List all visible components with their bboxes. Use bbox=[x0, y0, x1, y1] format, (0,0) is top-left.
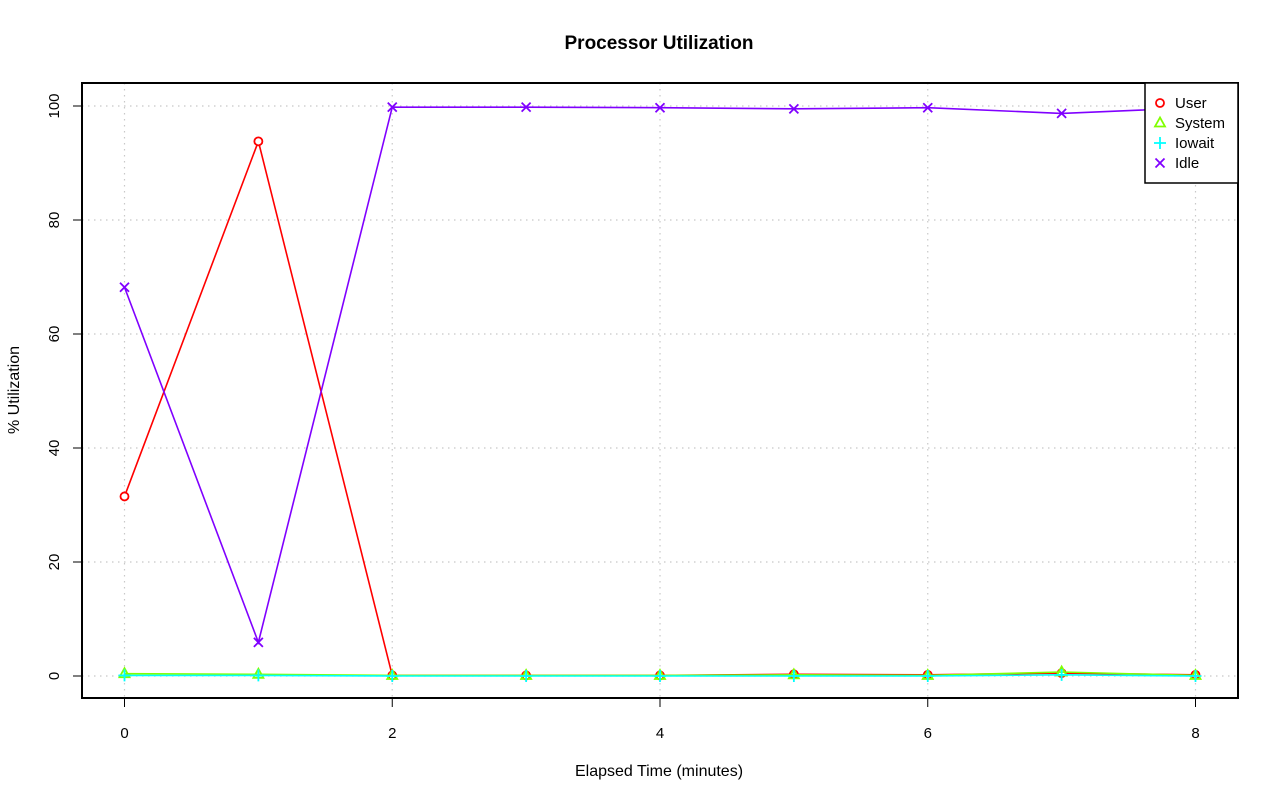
series-idle-point bbox=[922, 102, 933, 113]
x-axis-label: Elapsed Time (minutes) bbox=[575, 763, 743, 780]
x-tick-label: 2 bbox=[388, 725, 396, 742]
series-idle-point bbox=[387, 102, 398, 113]
legend-label-iowait: Iowait bbox=[1175, 135, 1215, 152]
legend-label-user: User bbox=[1175, 95, 1207, 112]
series-idle-point bbox=[788, 103, 800, 114]
legend-label-idle: Idle bbox=[1175, 155, 1199, 172]
y-tick-label: 60 bbox=[46, 326, 63, 343]
series-iowait bbox=[118, 668, 1202, 682]
series-iowait-point bbox=[921, 670, 934, 682]
y-tick-label: 100 bbox=[46, 93, 63, 118]
x-tick-label: 4 bbox=[656, 725, 664, 742]
legend-label-system: System bbox=[1175, 115, 1225, 132]
legend: User System Iowait Idle bbox=[1144, 82, 1239, 184]
series-idle-point bbox=[119, 282, 130, 293]
series-iowait-point bbox=[118, 669, 131, 682]
series-idle-point bbox=[520, 102, 532, 113]
series-iowait-point bbox=[654, 670, 666, 682]
series-idle-point bbox=[253, 637, 264, 648]
plot-frame bbox=[81, 82, 1239, 699]
y-tick-label: 20 bbox=[46, 554, 63, 571]
series-iowait-point bbox=[252, 669, 265, 682]
y-tick-label: 80 bbox=[46, 212, 63, 229]
series-iowait-point bbox=[1055, 668, 1068, 681]
series-iowait-point bbox=[520, 670, 533, 682]
series-user-point bbox=[119, 491, 130, 502]
data-series bbox=[117, 102, 1203, 682]
series-idle-point bbox=[654, 102, 666, 113]
x-tick-label: 6 bbox=[924, 725, 932, 742]
x-tick-label: 0 bbox=[120, 725, 128, 742]
chart-title: Processor Utilization bbox=[565, 33, 754, 54]
series-idle-point bbox=[1056, 108, 1067, 119]
y-axis-label: % Utilization bbox=[6, 346, 23, 434]
series-iowait-point bbox=[787, 670, 800, 682]
legend-marker-system bbox=[1153, 115, 1167, 128]
series-user-point bbox=[253, 136, 264, 147]
series-iowait-point bbox=[386, 670, 399, 682]
y-tick-label: 40 bbox=[46, 440, 63, 457]
series-iowait-point bbox=[1189, 670, 1202, 682]
legend-marker-iowait bbox=[1154, 137, 1166, 149]
x-tick-label: 8 bbox=[1191, 725, 1199, 742]
legend-marker-idle bbox=[1154, 157, 1166, 169]
y-tick-label: 0 bbox=[46, 672, 63, 680]
legend-marker-user bbox=[1155, 98, 1165, 108]
